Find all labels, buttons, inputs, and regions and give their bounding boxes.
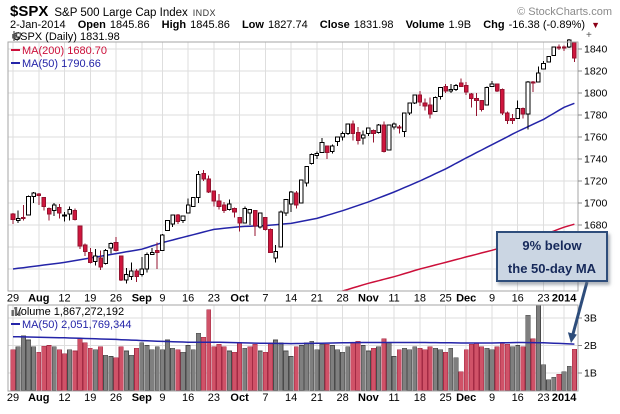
svg-text:1820: 1820 (584, 66, 608, 78)
quote-line: 2-Jan-2014 Open 1845.86 High 1845.86 Low 18… (10, 19, 620, 33)
axis-plus-marker[interactable]: + (586, 30, 592, 41)
ma200-legend: MA(200) 1680.70 (11, 45, 107, 57)
annotation-arrowhead-icon (567, 332, 577, 343)
open-value: 1845.86 (109, 19, 150, 31)
svg-text:1740: 1740 (584, 154, 608, 166)
svg-text:18: 18 (414, 293, 426, 305)
svg-text:28: 28 (336, 392, 348, 404)
svg-text:19: 19 (84, 293, 96, 305)
change-down-triangle-icon: ▼ (591, 20, 601, 30)
svg-text:26: 26 (110, 392, 122, 404)
svg-text:Nov: Nov (358, 392, 380, 404)
svg-text:29: 29 (7, 392, 19, 404)
svg-text:21: 21 (311, 392, 323, 404)
svg-text:7: 7 (262, 392, 268, 404)
svg-text:1720: 1720 (584, 176, 608, 188)
svg-text:Dec: Dec (456, 392, 476, 404)
svg-text:23: 23 (208, 392, 220, 404)
chart-header: $SPX S&P 500 Large Cap Index INDX © StockC… (10, 3, 612, 20)
svg-text:1840: 1840 (584, 44, 608, 56)
volume-legend-title: Volume 1,867,272,192 (14, 305, 125, 318)
close-label: Close (319, 19, 350, 31)
svg-text:11: 11 (388, 392, 399, 404)
svg-text:14: 14 (285, 392, 297, 404)
svg-text:25: 25 (439, 392, 451, 404)
ma200-line-swatch (11, 48, 20, 51)
svg-text:16: 16 (512, 392, 524, 404)
svg-text:23: 23 (208, 293, 220, 305)
svg-text:28: 28 (336, 293, 348, 305)
volume-label: Volume (405, 19, 445, 31)
annotation-arrow-line (571, 281, 589, 335)
svg-text:26: 26 (110, 293, 122, 305)
svg-text:25: 25 (439, 293, 451, 305)
svg-text:1760: 1760 (584, 132, 608, 144)
svg-text:23: 23 (537, 293, 549, 305)
svg-text:16: 16 (182, 392, 194, 404)
svg-text:21: 21 (311, 293, 323, 305)
high-label: High (161, 19, 187, 31)
svg-text:Dec: Dec (456, 293, 476, 305)
ma50-legend-label: MA(50) 1790.66 (22, 57, 101, 70)
svg-text:1780: 1780 (584, 110, 608, 122)
svg-text:Aug: Aug (28, 293, 49, 305)
svg-text:14: 14 (285, 293, 297, 305)
svg-text:18: 18 (414, 392, 426, 404)
open-label: Open (77, 19, 106, 31)
svg-text:2014: 2014 (552, 293, 577, 305)
chg-label: Chg (483, 19, 505, 31)
ma200-legend-label: MA(200) 1680.70 (22, 44, 107, 57)
chg-value: -16.38 (-0.89%) (508, 19, 586, 31)
annotation-line1: 9% below (522, 238, 582, 253)
svg-text:19: 19 (84, 392, 96, 404)
high-value: 1845.86 (190, 19, 230, 31)
svg-text:2014: 2014 (552, 392, 577, 404)
symbol-title: $SPX (10, 3, 49, 20)
svg-text:Oct: Oct (230, 392, 249, 404)
price-legend-title: $SPX (Daily) 1831.98 (14, 31, 120, 43)
close-value: 1831.98 (353, 19, 394, 31)
svg-text:9: 9 (489, 293, 495, 305)
svg-text:7: 7 (262, 293, 268, 305)
quote-date: 2-Jan-2014 (10, 19, 66, 31)
svg-text:11: 11 (388, 293, 399, 305)
svg-text:16: 16 (512, 293, 524, 305)
copyright-label: © StockCharts.com (517, 6, 612, 18)
svg-text:16: 16 (182, 293, 194, 305)
svg-text:29: 29 (7, 293, 19, 305)
volume-ma50-line-swatch (11, 322, 20, 325)
svg-text:1700: 1700 (584, 198, 608, 210)
annotation-callout: 9% below the 50-day MA (496, 231, 608, 282)
low-value: 1827.74 (267, 19, 308, 31)
svg-text:Oct: Oct (230, 293, 249, 305)
svg-text:Sep: Sep (132, 392, 152, 404)
svg-text:1800: 1800 (584, 88, 608, 100)
svg-text:2B: 2B (584, 340, 597, 352)
volume-value: 1.9B (448, 19, 472, 31)
svg-text:12: 12 (58, 293, 70, 305)
svg-text:3B: 3B (584, 313, 597, 325)
price-pane-legend: $SPX (Daily) 1831.98 (11, 31, 120, 43)
svg-text:Nov: Nov (358, 293, 380, 305)
volume-ma50-legend-label: MA(50) 2,051,769,344 (22, 318, 132, 331)
svg-text:1680: 1680 (584, 220, 608, 232)
ma50-legend: MA(50) 1790.66 (11, 58, 101, 70)
index-name: S&P 500 Large Cap Index (54, 7, 188, 19)
volume-ma50-legend: MA(50) 2,051,769,344 (11, 319, 131, 331)
svg-text:9: 9 (159, 293, 165, 305)
svg-text:1B: 1B (584, 368, 597, 380)
svg-text:12: 12 (58, 392, 70, 404)
ma50-line-swatch (11, 61, 20, 64)
annotation-line2: the 50-day MA (507, 261, 597, 276)
low-label: Low (241, 19, 264, 31)
svg-text:23: 23 (537, 392, 549, 404)
svg-text:9: 9 (159, 392, 165, 404)
svg-text:Sep: Sep (132, 293, 152, 305)
svg-text:9: 9 (489, 392, 495, 404)
exchange-label: INDX (192, 8, 216, 18)
volume-pane-legend: Volume 1,867,272,192 (11, 306, 124, 318)
svg-text:Aug: Aug (28, 392, 49, 404)
